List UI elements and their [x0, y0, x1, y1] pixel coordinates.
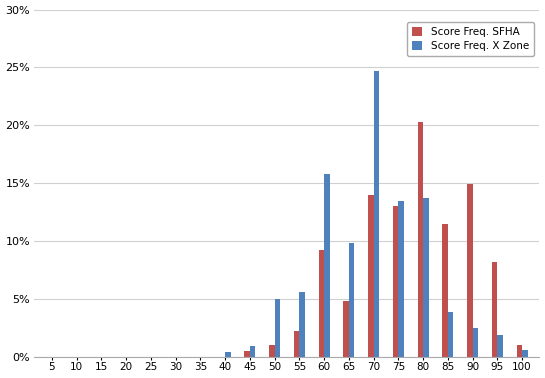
Bar: [319, 250, 324, 357]
Bar: [349, 243, 354, 357]
Bar: [299, 292, 305, 357]
Bar: [498, 335, 503, 357]
Bar: [522, 350, 528, 357]
Bar: [443, 224, 448, 357]
Bar: [275, 299, 280, 357]
Bar: [448, 312, 453, 357]
Bar: [393, 206, 398, 357]
Bar: [398, 201, 404, 357]
Bar: [423, 198, 428, 357]
Bar: [244, 351, 250, 357]
Legend: Score Freq. SFHA, Score Freq. X Zone: Score Freq. SFHA, Score Freq. X Zone: [407, 22, 534, 56]
Bar: [417, 122, 423, 357]
Bar: [467, 184, 473, 357]
Bar: [517, 345, 522, 357]
Bar: [343, 301, 349, 357]
Bar: [269, 345, 275, 357]
Bar: [250, 347, 255, 357]
Bar: [225, 352, 231, 357]
Bar: [473, 328, 478, 357]
Bar: [294, 332, 299, 357]
Bar: [492, 262, 498, 357]
Bar: [368, 195, 373, 357]
Bar: [373, 71, 379, 357]
Bar: [324, 174, 330, 357]
